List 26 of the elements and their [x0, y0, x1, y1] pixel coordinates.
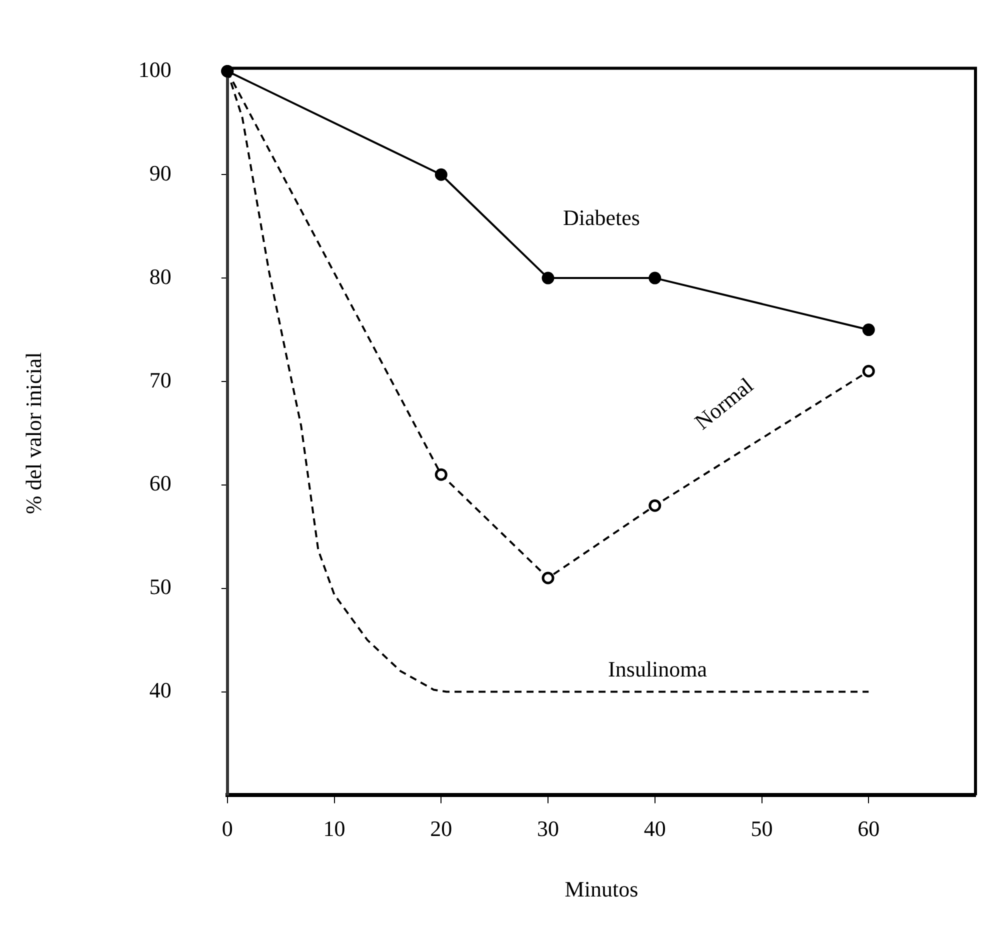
x-tick-label: 10: [323, 816, 346, 842]
point: [648, 499, 662, 512]
y-tick-label: 100: [138, 56, 172, 82]
y-tick-label: 80: [149, 264, 172, 289]
point: [434, 468, 448, 481]
text: Diabetes: [562, 204, 640, 230]
y-axis-title: % del valor inicial: [20, 352, 46, 514]
x-axis-title: Minutos: [564, 876, 638, 902]
x-tick-label: 20: [430, 816, 452, 842]
y-tick-label: 90: [149, 160, 172, 186]
y-tick-label: 60: [149, 470, 172, 496]
x-tick-label: 0: [222, 816, 233, 842]
x-tick-label: 60: [858, 816, 880, 842]
x-tick-label: 50: [750, 816, 773, 842]
point: [648, 272, 662, 284]
point: [542, 572, 554, 584]
point: [862, 324, 875, 336]
y-tick-label: 70: [149, 367, 172, 392]
x-tick-label: 40: [644, 816, 666, 842]
series-label: Insulinoma: [608, 656, 708, 682]
y-tick-label: 50: [149, 574, 172, 600]
point: [542, 272, 554, 284]
y-tick-label: 40: [149, 678, 172, 703]
point: [434, 168, 448, 181]
point: [862, 364, 875, 378]
x-tick-label: 30: [537, 816, 560, 842]
